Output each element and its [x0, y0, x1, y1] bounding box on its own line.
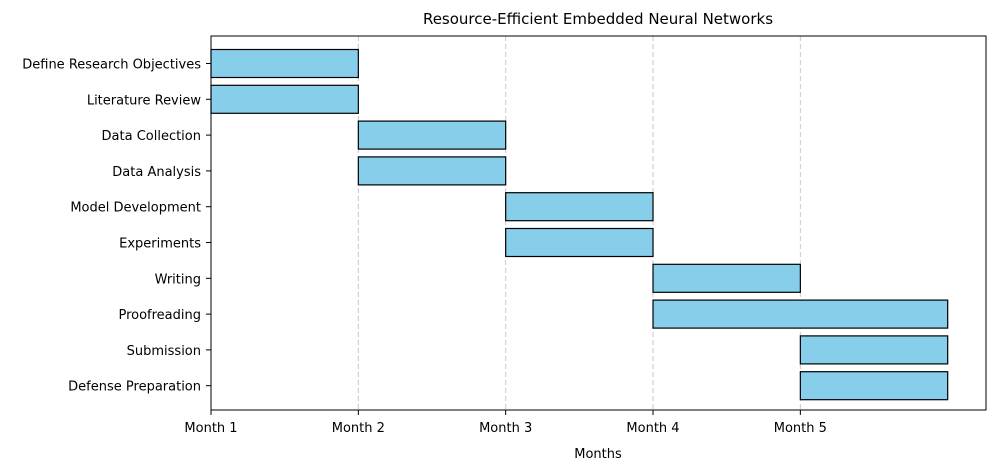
grid-lines	[357, 36, 801, 410]
task-label: Literature Review	[87, 93, 202, 108]
task-bar	[357, 156, 507, 186]
task-label: Submission	[127, 344, 201, 359]
task-bar	[799, 335, 949, 365]
task-label: Experiments	[119, 237, 201, 252]
task-bar	[210, 84, 359, 114]
y-axis-ticks: Define Research Objectives Literature Rev…	[22, 58, 211, 395]
plot-area-frame	[210, 35, 987, 411]
task-bar	[210, 48, 359, 79]
task-bar	[799, 371, 949, 401]
x-tick-label: Month 1	[184, 421, 237, 436]
task-label: Data Collection	[102, 129, 201, 144]
x-tick-label: Month 3	[479, 421, 532, 436]
task-bar	[652, 263, 801, 293]
task-bar	[505, 227, 654, 258]
x-tick-label: Month 5	[774, 421, 827, 436]
x-tick-label: Month 4	[626, 421, 679, 436]
x-axis-label: Months	[574, 447, 622, 462]
task-bar	[652, 299, 949, 329]
task-bar	[505, 192, 654, 222]
task-label: Proofreading	[118, 308, 201, 323]
x-axis-ticks: Month 1 Month 2 Month 3 Month 4 Month 5	[184, 410, 827, 436]
task-label: Model Development	[70, 201, 201, 216]
task-label: Define Research Objectives	[22, 58, 201, 73]
task-label: Data Analysis	[112, 165, 201, 180]
task-bars	[210, 48, 949, 401]
chart-title: Resource-Efficient Embedded Neural Netwo…	[423, 10, 773, 28]
x-tick-label: Month 2	[332, 421, 385, 436]
task-bar	[357, 120, 507, 150]
task-label: Defense Preparation	[68, 380, 201, 395]
task-label: Writing	[155, 272, 201, 287]
